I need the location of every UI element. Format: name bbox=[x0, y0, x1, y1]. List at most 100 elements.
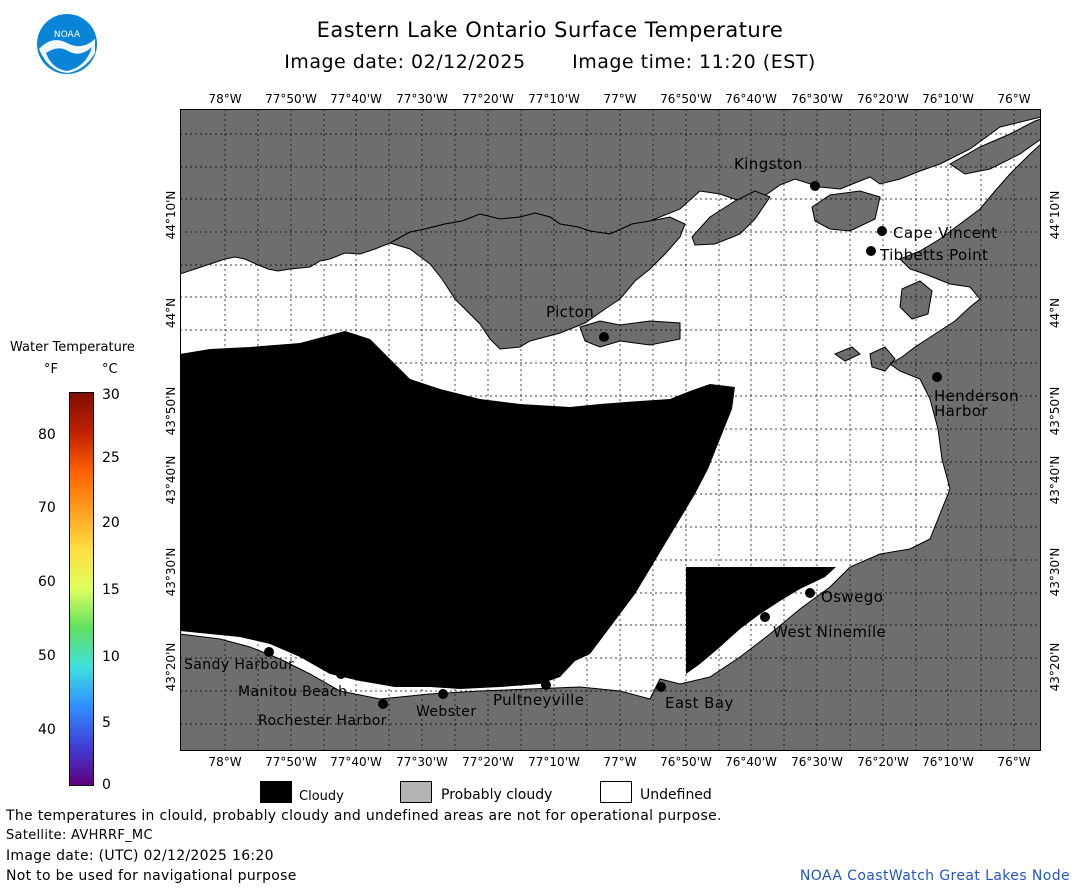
lon-label-top-12: 76°W bbox=[997, 92, 1031, 106]
lake-map: Kingston Cape Vincent Tibbetts Point Pic… bbox=[180, 109, 1041, 751]
f-tick-label: 40 bbox=[38, 722, 56, 738]
land-prince-edward-county bbox=[388, 212, 686, 350]
lon-label-bottom-9: 76°30'W bbox=[791, 755, 843, 769]
image-date-time: Image date: 02/12/2025 Image time: 11:20… bbox=[10, 51, 1080, 73]
picton-marker bbox=[599, 332, 609, 342]
oswego-label: Oswego bbox=[821, 588, 884, 606]
undefined-swatch bbox=[600, 781, 632, 803]
f-tick-label: 60 bbox=[38, 574, 56, 590]
east-bay-label: East Bay bbox=[665, 694, 734, 712]
land-us-east-south bbox=[180, 109, 1041, 751]
land-amherst-island bbox=[691, 190, 771, 246]
lon-label-bottom-0: 78°W bbox=[208, 755, 242, 769]
lon-label-top-9: 76°30'W bbox=[791, 92, 843, 106]
credit-text: NOAA CoastWatch Great Lakes Node bbox=[799, 868, 1070, 884]
lon-label-bottom-2: 77°40'W bbox=[330, 755, 382, 769]
cloudy-swatch bbox=[260, 781, 292, 803]
kingston-marker bbox=[810, 181, 820, 191]
kingston-label: Kingston bbox=[734, 155, 803, 173]
sandy-harbour-marker bbox=[264, 647, 274, 657]
east-bay-marker bbox=[656, 682, 666, 692]
lat-label-left-4: 43°30'N bbox=[164, 547, 178, 597]
temperature-color-bar bbox=[69, 392, 94, 786]
lat-label-right-5: 43°20'N bbox=[1048, 642, 1062, 692]
legend-unit-f: °F bbox=[44, 362, 58, 377]
legend-unit-c: °C bbox=[102, 362, 118, 377]
lon-label-top-0: 78°W bbox=[208, 92, 242, 106]
picton-label: Picton bbox=[546, 303, 595, 321]
land-wolfe-island bbox=[811, 190, 881, 232]
oswego-marker bbox=[805, 588, 815, 598]
lon-label-top-7: 76°50'W bbox=[660, 92, 712, 106]
lon-label-top-10: 76°20'W bbox=[857, 92, 909, 106]
c-tick-label: 25 bbox=[102, 450, 120, 466]
cape-vincent-label: Cape Vincent bbox=[893, 224, 998, 242]
noaa-logo-icon: NOAA bbox=[37, 14, 97, 74]
lat-label-right-2: 43°50'N bbox=[1048, 386, 1062, 436]
west-ninemile-marker bbox=[760, 612, 770, 622]
disclaimer-text: The temperatures in clould, probably clo… bbox=[6, 808, 722, 824]
lon-label-bottom-1: 77°50'W bbox=[265, 755, 317, 769]
henderson-label-line2: Harbor bbox=[934, 402, 988, 420]
legend-title: Water Temperature bbox=[10, 340, 135, 355]
lon-label-top-11: 76°10'W bbox=[922, 92, 974, 106]
f-tick-label: 80 bbox=[38, 427, 56, 443]
lon-label-top-1: 77°50'W bbox=[265, 92, 317, 106]
lon-label-top-4: 77°20'W bbox=[462, 92, 514, 106]
probably-cloudy-key-label: Probably cloudy bbox=[441, 787, 553, 803]
tibbetts-point-label: Tibbetts Point bbox=[880, 246, 989, 264]
rochester-harbor-marker bbox=[378, 699, 388, 709]
lon-label-bottom-3: 77°30'W bbox=[396, 755, 448, 769]
sandy-harbour-label: Sandy Harbour bbox=[184, 657, 295, 673]
cape-vincent-marker bbox=[877, 226, 887, 236]
land-islands-northeast bbox=[949, 118, 1041, 175]
f-tick-label: 50 bbox=[38, 648, 56, 664]
webster-marker bbox=[438, 689, 448, 699]
c-tick-label: 20 bbox=[102, 515, 120, 531]
utc-date-text: Image date: (UTC) 02/12/2025 16:20 bbox=[6, 848, 274, 864]
lon-label-bottom-4: 77°20'W bbox=[462, 755, 514, 769]
undefined-key-label: Undefined bbox=[640, 787, 712, 803]
lon-label-top-5: 77°10'W bbox=[528, 92, 580, 106]
lat-label-right-3: 43°40'N bbox=[1048, 455, 1062, 505]
lat-label-right-4: 43°30'N bbox=[1048, 547, 1062, 597]
tibbetts-point-marker bbox=[866, 246, 876, 256]
pultneyville-label: Pultneyville bbox=[493, 691, 585, 709]
lon-label-bottom-8: 76°40'W bbox=[725, 755, 777, 769]
c-tick-label: 0 bbox=[102, 777, 111, 793]
rochester-harbor-label: Rochester Harbor bbox=[258, 713, 387, 729]
f-tick-label: 70 bbox=[38, 500, 56, 516]
henderson-label-line1: Henderson bbox=[934, 387, 1020, 405]
lat-label-left-2: 43°50'N bbox=[164, 386, 178, 436]
lon-label-top-8: 76°40'W bbox=[725, 92, 777, 106]
lon-label-top-6: 77°W bbox=[603, 92, 637, 106]
image-time: Image time: 11:20 (EST) bbox=[572, 51, 816, 73]
image-date: Image date: 02/12/2025 bbox=[284, 51, 526, 73]
lat-label-left-1: 44°N bbox=[164, 297, 178, 329]
land-stony-island bbox=[833, 346, 861, 362]
manitou-beach-marker bbox=[336, 669, 346, 679]
lon-label-bottom-5: 77°10'W bbox=[528, 755, 580, 769]
graticule bbox=[180, 109, 1041, 751]
henderson-harbor-marker bbox=[932, 372, 942, 382]
manitou-beach-label: Manitou Beach bbox=[238, 684, 348, 700]
webster-label: Webster bbox=[416, 704, 477, 720]
lon-label-bottom-12: 76°W bbox=[997, 755, 1031, 769]
satellite-text: Satellite: AVHRRF_MC bbox=[6, 828, 153, 843]
land-galloo-island bbox=[869, 346, 896, 372]
lon-label-top-3: 77°30'W bbox=[396, 92, 448, 106]
cloudy-region-oswego bbox=[686, 567, 836, 674]
lat-label-left-0: 44°10'N bbox=[164, 190, 178, 240]
lon-label-bottom-7: 76°50'W bbox=[660, 755, 712, 769]
lat-label-right-1: 44°N bbox=[1048, 297, 1062, 329]
c-tick-label: 15 bbox=[102, 582, 120, 598]
lon-label-bottom-10: 76°20'W bbox=[857, 755, 909, 769]
lon-label-top-2: 77°40'W bbox=[330, 92, 382, 106]
probably-cloudy-swatch bbox=[400, 781, 432, 803]
c-tick-label: 5 bbox=[102, 715, 111, 731]
page-title: Eastern Lake Ontario Surface Temperature bbox=[316, 18, 784, 42]
lat-label-right-0: 44°10'N bbox=[1048, 190, 1062, 240]
pultneyville-marker bbox=[541, 680, 551, 690]
cloudy-region-west bbox=[180, 331, 735, 689]
lat-label-left-3: 43°40'N bbox=[164, 455, 178, 505]
